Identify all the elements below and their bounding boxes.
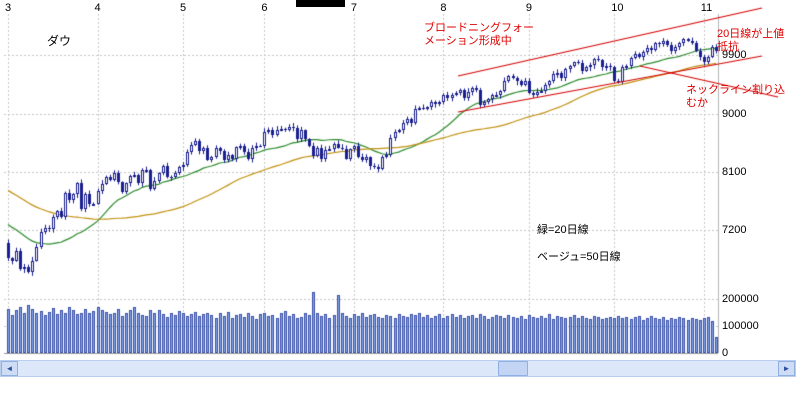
x-axis-month-label: 3 [5, 2, 12, 14]
price-axis-label: 7200 [722, 224, 747, 236]
volume-axis-label: 0 [722, 347, 729, 359]
price-axis-label: 9000 [722, 107, 747, 120]
annotation-20day-resistance: 20日線が上値 抵抗 [717, 28, 785, 53]
x-axis-month-label: 8 [440, 2, 447, 14]
volume-axis-label: 100000 [722, 320, 759, 333]
scrollbar-thumb[interactable] [498, 361, 528, 376]
x-axis-month-label: 9 [525, 2, 532, 14]
x-axis-month-label: 7 [350, 2, 357, 14]
horizontal-scrollbar[interactable]: ◄ ► [0, 360, 796, 377]
x-axis-month-label: 11 [700, 2, 713, 14]
x-axis-month-label: 6 [261, 2, 268, 14]
x-axis-month-label: 10 [611, 2, 624, 14]
volume-axis-label: 200000 [722, 293, 759, 306]
legend-50day-line: ベージュ=50日線 [537, 251, 621, 263]
scrollbar-track[interactable] [18, 361, 778, 376]
top-black-bar [296, 0, 345, 7]
scroll-left-button[interactable]: ◄ [1, 361, 18, 376]
legend-20day-line: 緑=20日線 [537, 224, 589, 236]
x-axis-month-label: 4 [94, 2, 101, 14]
instrument-label: ダウ [47, 34, 72, 48]
x-axis-month-label: 5 [179, 2, 187, 14]
price-axis-label: 9900 [722, 49, 747, 62]
annotation-broadening-formation: ブロードニングフォー メーション形成中 [424, 22, 534, 47]
price-axis-label: 8100 [722, 165, 747, 178]
annotation-neckline-break: ネックライン割り込 むか [686, 84, 785, 109]
scroll-right-button[interactable]: ► [778, 361, 795, 376]
